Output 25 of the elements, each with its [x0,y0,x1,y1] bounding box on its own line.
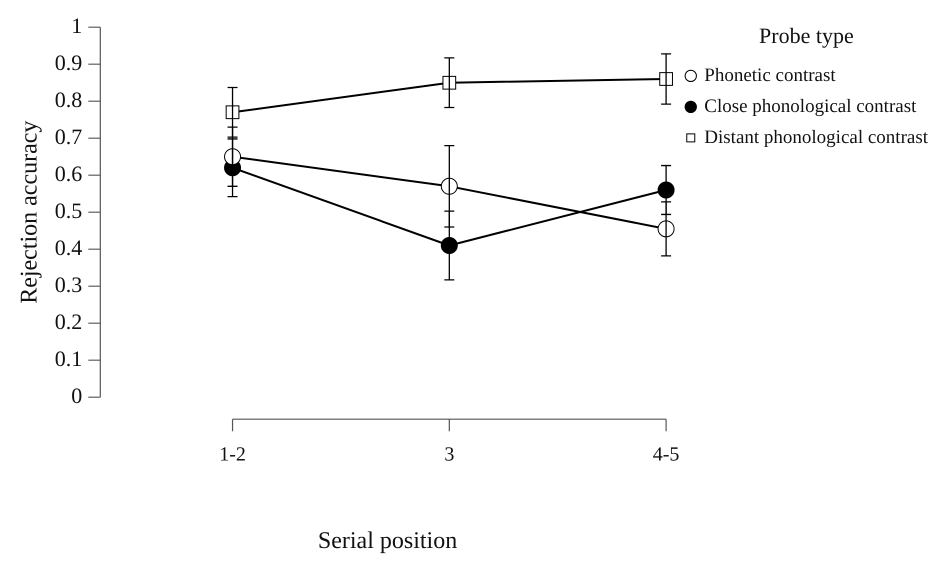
y-axis-title: Rejection accuracy [16,120,43,304]
x-tick-label: 3 [444,443,454,466]
y-tick-label: 0.6 [54,160,82,186]
legend-label: Phonetic contrast [704,64,836,86]
y-tick-label: 0.3 [54,272,82,297]
point [226,105,240,120]
point [659,72,673,86]
x-tick-label: 1-2 [219,443,246,466]
y-tick-label: 0.7 [54,124,82,149]
y-tick-label: 0.1 [54,346,82,371]
y-tick-label: 0 [71,382,82,408]
y-tick-label: 0.2 [54,308,82,334]
y-tick-label: 0.8 [54,86,82,112]
y-tick-label: 1 [71,12,82,38]
point [658,220,675,238]
legend-label: Distant phonological contrast [704,126,929,148]
legend-title: Probe type [759,22,854,48]
legend-label: Close phonological contrast [704,96,918,117]
y-tick-label: 0.9 [54,50,82,75]
y-tick-label: 0.5 [54,198,82,223]
x-axis-title: Serial position [318,528,458,554]
x-tick-label: 4-5 [652,443,680,466]
point [224,148,242,166]
y-tick-label: 0.4 [54,234,82,260]
point [658,182,675,198]
